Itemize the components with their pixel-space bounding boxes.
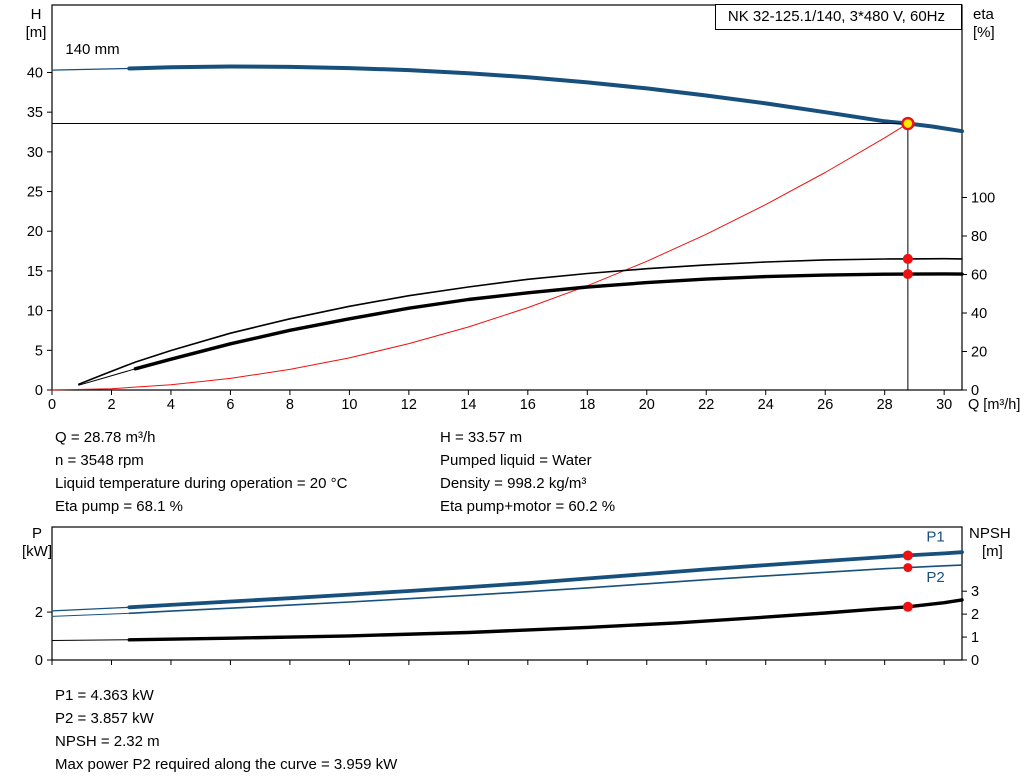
npsh-point xyxy=(902,601,913,612)
eta-pump-motor-lead xyxy=(78,368,136,386)
power-npsh-chart-frame xyxy=(51,526,963,661)
p1-curve-lead xyxy=(51,606,130,612)
head-value: H = 33.57 m xyxy=(440,429,523,446)
y-left-tick-label: 2 xyxy=(35,605,43,621)
y-right-tick-label: 100 xyxy=(971,191,995,207)
x-tick-label: 28 xyxy=(877,397,893,413)
duty-point[interactable] xyxy=(901,116,915,131)
eta-pump-point xyxy=(902,253,913,264)
y-right-tick-label: 60 xyxy=(971,268,987,284)
y-left-tick-label: 0 xyxy=(35,653,43,669)
hq-eta-chart-axes: 0 2 4 6 8 10 12 14 16 18 20 22 24 26 28 300510152025303… xyxy=(27,65,995,413)
x-tick-label: 30 xyxy=(936,397,952,413)
eta-pump-value: Eta pump = 68.1 % xyxy=(55,498,183,515)
npsh-curve xyxy=(127,598,964,642)
x-tick-label: 0 xyxy=(48,397,56,413)
operating-data-left: Q = 28.78 m³/h n = 3548 rpm Liquid tempe… xyxy=(55,426,347,518)
y-right-tick-label: 20 xyxy=(971,345,987,361)
y-right-tick-label: 0 xyxy=(971,383,979,399)
pump-curve-140mm xyxy=(127,64,964,134)
hq-eta-chart: 0 2 4 6 8 10 12 14 16 18 20 22 24 26 28 300510152025303… xyxy=(26,4,1020,413)
y-right-tick-label: 0 xyxy=(971,653,979,669)
power-npsh-chart-yright-title: NPSH xyxy=(969,525,1011,542)
x-tick-label: 8 xyxy=(286,397,294,413)
y-right-tick-label: 80 xyxy=(971,229,987,245)
y-left-tick-label: 20 xyxy=(27,224,43,240)
x-tick-label: 10 xyxy=(341,397,357,413)
p1-curve xyxy=(127,550,964,610)
y-left-tick-label: 5 xyxy=(35,343,43,359)
p2-curve xyxy=(128,564,963,615)
hq-eta-chart-yleft-title: H xyxy=(31,6,42,23)
pump-curve-lead xyxy=(51,67,130,71)
x-tick-label: 22 xyxy=(698,397,714,413)
x-tick-label: 14 xyxy=(460,397,476,413)
y-left-tick-label: 25 xyxy=(27,185,43,201)
eta-pump-motor-point xyxy=(902,269,913,280)
y-left-tick-label: 0 xyxy=(35,383,43,399)
p2-result: P2 = 3.857 kW xyxy=(55,710,154,727)
npsh-result: NPSH = 2.32 m xyxy=(55,733,160,750)
system-curve xyxy=(51,123,909,391)
power-npsh-chart-yleft-unit: [kW] xyxy=(22,543,52,560)
eta-pump-curve xyxy=(78,257,963,385)
power-npsh-chart: 0 2 0 1 2 3 P1 P2 P[kW] NPSH[m] xyxy=(22,525,1011,669)
x-tick-label: 12 xyxy=(401,397,417,413)
pumped-liquid-value: Pumped liquid = Water xyxy=(440,452,592,469)
eta-pump-motor-value: Eta pump+motor = 60.2 % xyxy=(440,498,616,515)
hq-eta-chart-yright-title: eta xyxy=(973,6,995,23)
x-tick-label: 18 xyxy=(579,397,595,413)
x-tick-label: 20 xyxy=(639,397,655,413)
x-tick-label: 6 xyxy=(226,397,234,413)
x-tick-label: 2 xyxy=(107,397,115,413)
eta-pump-motor-curve xyxy=(133,272,964,371)
hq-eta-chart-frame xyxy=(51,4,963,391)
power-npsh-chart-axes: 0 2 0 1 2 3 xyxy=(35,584,979,669)
y-right-tick-label: 40 xyxy=(971,306,987,322)
y-left-tick-label: 15 xyxy=(27,264,43,280)
y-left-tick-label: 40 xyxy=(27,65,43,81)
power-npsh-chart-yleft-title: P xyxy=(32,525,42,542)
y-left-tick-label: 30 xyxy=(27,145,43,161)
x-tick-label: 16 xyxy=(520,397,536,413)
p1-result: P1 = 4.363 kW xyxy=(55,687,154,704)
x-tick-label: 24 xyxy=(758,397,774,413)
x-tick-label: 4 xyxy=(167,397,175,413)
power-results: P1 = 4.363 kW P2 = 3.857 kW NPSH = 2.32 … xyxy=(55,684,397,776)
operating-data-right: H = 33.57 m Pumped liquid = Water Densit… xyxy=(440,426,615,518)
hq-eta-chart-yleft-unit: [m] xyxy=(26,24,47,41)
hq-eta-chart-xlabel: Q [m³/h] xyxy=(968,397,1020,413)
p2-curve-lead xyxy=(51,612,130,617)
p1-curve-label: P1 xyxy=(926,528,944,545)
y-right-tick-label: 2 xyxy=(971,607,979,623)
liquid-temperature-value: Liquid temperature during operation = 20… xyxy=(55,475,348,492)
y-right-tick-label: 1 xyxy=(971,630,979,646)
y-left-tick-label: 10 xyxy=(27,304,43,320)
pump-title-box: NK 32-125.1/140, 3*480 V, 60Hz xyxy=(714,4,962,30)
p2-point xyxy=(903,563,913,573)
speed-value: n = 3548 rpm xyxy=(55,452,144,469)
flow-value: Q = 28.78 m³/h xyxy=(55,429,156,446)
x-tick-label: 26 xyxy=(817,397,833,413)
hq-eta-chart-yright-unit: [%] xyxy=(973,24,995,41)
max-power-result: Max power P2 required along the curve = … xyxy=(55,756,398,773)
power-npsh-chart-yright-unit: [m] xyxy=(982,543,1003,560)
density-value: Density = 998.2 kg/m³ xyxy=(440,475,587,492)
y-right-tick-label: 3 xyxy=(971,584,979,600)
p2-curve-label: P2 xyxy=(926,569,944,586)
impeller-size-label: 140 mm xyxy=(65,41,119,58)
npsh-curve-lead xyxy=(51,639,130,641)
p1-point xyxy=(902,550,913,561)
y-left-tick-label: 35 xyxy=(27,105,43,121)
